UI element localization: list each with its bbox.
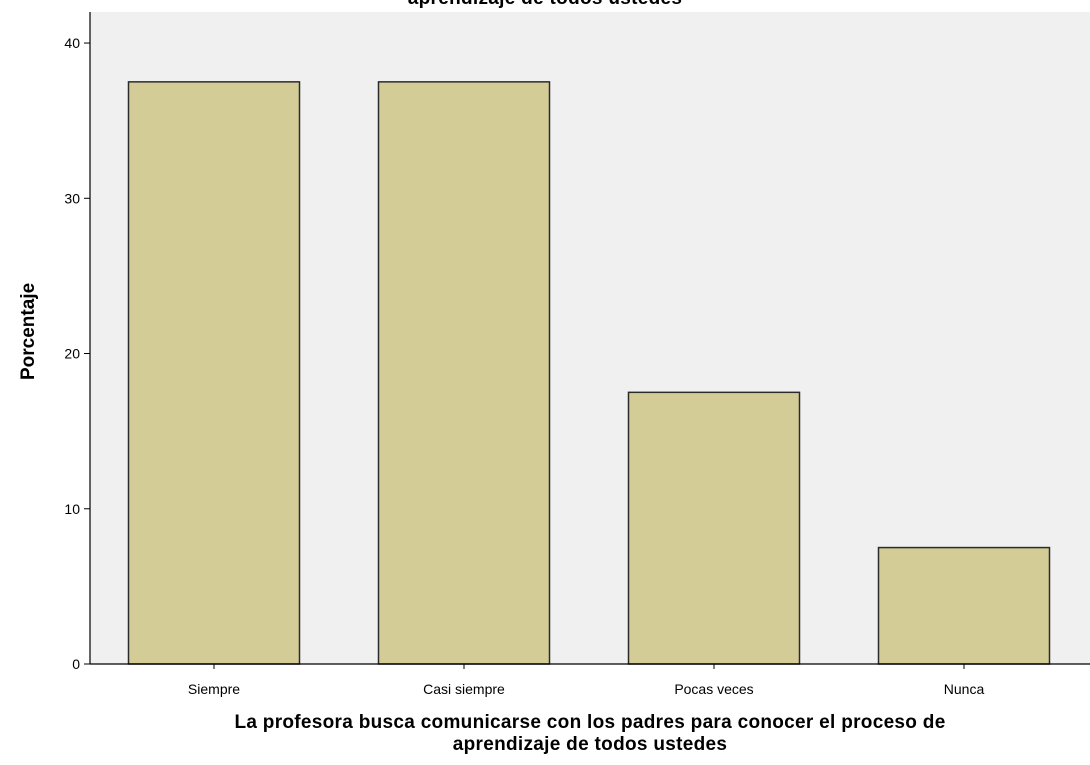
y-tick-label: 0 xyxy=(72,656,80,672)
x-tick-label: Pocas veces xyxy=(674,681,753,697)
x-ticks-group: Siempre Casi siempre Pocas veces Nunca xyxy=(188,664,985,697)
x-tick-label: Nunca xyxy=(944,681,985,697)
bar-siempre xyxy=(127,81,301,665)
x-tick-label: Siempre xyxy=(188,681,240,697)
y-tick-label: 30 xyxy=(64,190,80,206)
bars-group xyxy=(127,81,1051,665)
x-axis-label-line1: La profesora busca comunicarse con los p… xyxy=(234,712,946,733)
y-tick-label: 10 xyxy=(64,501,80,517)
x-tick-label: Casi siempre xyxy=(423,681,505,697)
axes-group xyxy=(89,12,1090,665)
bar-casi-siempre xyxy=(377,81,551,665)
y-axis-label: Porcentaje xyxy=(18,282,39,380)
x-axis-label: La profesora busca comunicarse con los p… xyxy=(90,712,1090,756)
bar-nunca xyxy=(877,546,1051,665)
y-ticks-group: 0 10 20 30 40 xyxy=(64,35,90,672)
x-axis-label-line2: aprendizaje de todos ustedes xyxy=(452,734,728,755)
chart-title: aprendizaje de todos ustedes xyxy=(0,0,1090,10)
y-tick-label: 20 xyxy=(64,346,80,362)
bar-pocas-veces xyxy=(627,391,801,665)
y-tick-label: 40 xyxy=(64,35,80,51)
